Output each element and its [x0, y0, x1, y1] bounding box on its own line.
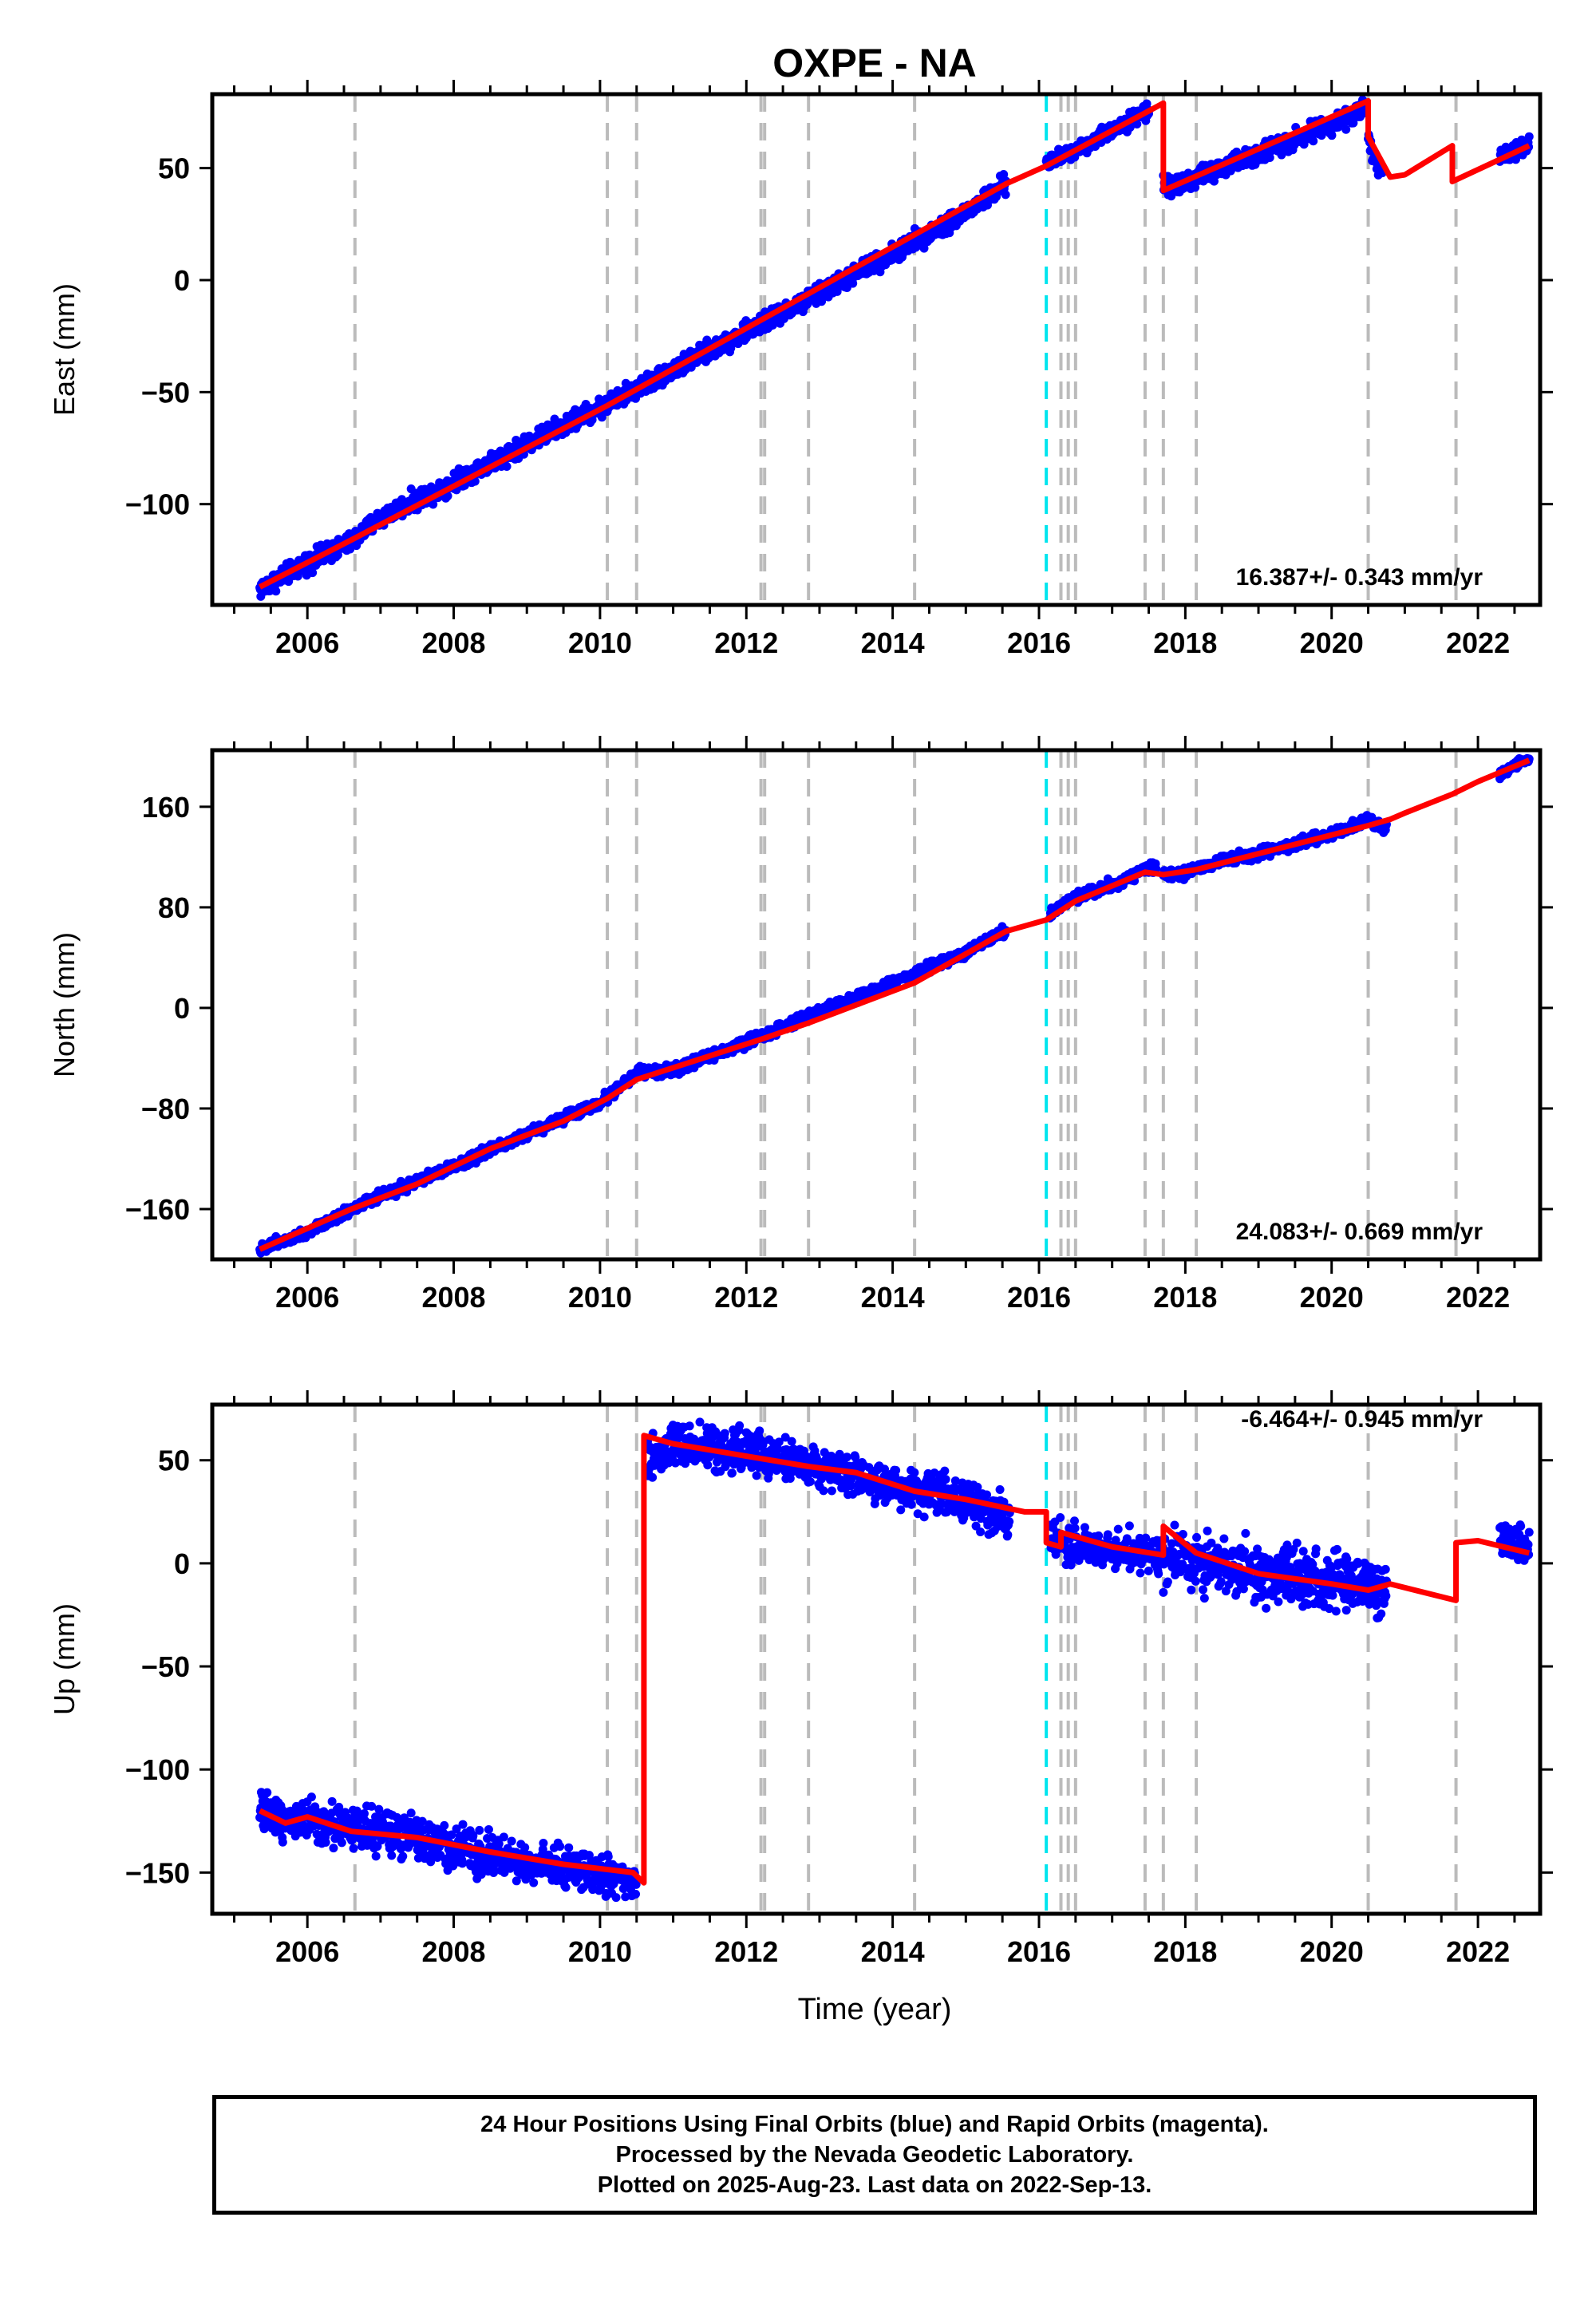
model-fit-line — [258, 97, 1531, 590]
data-point — [359, 1809, 369, 1819]
x-tick-label: 2010 — [568, 1281, 632, 1314]
data-point — [367, 1801, 377, 1811]
data-point — [443, 491, 452, 500]
y-tick-label: 0 — [174, 264, 190, 297]
y-tick-label: −50 — [141, 376, 190, 409]
data-point — [999, 170, 1009, 180]
model-fit-line — [259, 757, 1531, 1252]
data-point — [1265, 152, 1274, 162]
panel-up: 2006 2008 2010 2012 2014 2016 2018 2020 2022−150… — [48, 1390, 1553, 1968]
data-point — [848, 279, 858, 288]
panel-north: 2006 2008 2010 2012 2014 2016 2018 2020 2022 −160… — [48, 736, 1553, 1314]
data-point — [1309, 136, 1318, 146]
data-point — [349, 1844, 358, 1853]
x-tick-label: 2012 — [714, 626, 778, 659]
x-tick-label: 2010 — [568, 626, 632, 659]
x-tick-label: 2008 — [421, 1281, 485, 1314]
plot-area-north — [255, 750, 1534, 1259]
data-point — [263, 1788, 272, 1797]
plot-area-east — [255, 94, 1534, 605]
data-point — [1341, 124, 1351, 134]
x-tick-label: 2008 — [421, 626, 485, 659]
x-tick-label: 2020 — [1300, 626, 1364, 659]
x-tick-label: 2012 — [714, 1281, 778, 1314]
panel-frame — [210, 748, 1543, 1262]
y-tick-label: −100 — [125, 488, 190, 521]
data-point — [1167, 192, 1176, 201]
data-point — [1191, 183, 1200, 192]
data-point — [1001, 190, 1010, 200]
x-tick-label: 2016 — [1007, 1281, 1071, 1314]
data-point — [429, 500, 438, 509]
data-point — [278, 1837, 287, 1847]
panel-east: 2006 2008 2010 2012 2014 2016 2018 2020 2022 −100… — [48, 80, 1553, 659]
y-axis-label: East (mm) — [48, 283, 81, 416]
data-point — [308, 568, 318, 578]
data-point — [1209, 176, 1219, 186]
data-point — [502, 462, 512, 472]
figure-title: OXPE - NA — [772, 41, 977, 85]
x-tick-label: 2018 — [1153, 626, 1217, 659]
data-point — [327, 1796, 337, 1806]
y-tick-label: 160 — [142, 791, 190, 824]
data-point — [271, 587, 281, 596]
velocity-rate-label: 16.387+/- 0.343 mm/yr — [1236, 564, 1483, 591]
x-tick-label: 2006 — [275, 626, 339, 659]
data-point — [1132, 119, 1142, 128]
y-tick-label: 0 — [174, 992, 190, 1025]
x-tick-label: 2020 — [1300, 1281, 1364, 1314]
plot-area-up — [255, 1405, 1534, 1914]
data-point — [321, 1838, 330, 1848]
panel-frame — [210, 92, 1543, 607]
x-tick-label: 2014 — [861, 1281, 925, 1314]
data-point — [334, 1802, 344, 1812]
x-tick-label: 2014 — [861, 626, 925, 659]
data-point — [306, 1792, 316, 1802]
data-point — [919, 243, 929, 253]
velocity-rate-label: 24.083+/- 0.669 mm/yr — [1236, 1219, 1483, 1245]
x-tick-label: 2018 — [1153, 1281, 1217, 1314]
x-tick-label: 2006 — [275, 1281, 339, 1314]
x-axis-label: Time (year) — [798, 1993, 952, 2026]
data-point — [337, 1838, 346, 1848]
data-point — [597, 413, 606, 422]
x-tick-label: 2022 — [1446, 1281, 1510, 1314]
data-point — [329, 1844, 338, 1853]
y-tick-label: 80 — [158, 891, 190, 924]
data-point — [1327, 131, 1337, 140]
y-tick-label: −80 — [141, 1093, 190, 1125]
data-point — [1524, 132, 1534, 141]
y-tick-label: 50 — [158, 152, 190, 185]
y-axis-label: North (mm) — [48, 932, 81, 1077]
x-tick-label: 2022 — [1446, 626, 1510, 659]
data-point — [352, 1806, 361, 1816]
y-tick-label: −160 — [125, 1193, 190, 1226]
data-point — [832, 287, 842, 296]
x-tick-label: 2016 — [1007, 626, 1071, 659]
